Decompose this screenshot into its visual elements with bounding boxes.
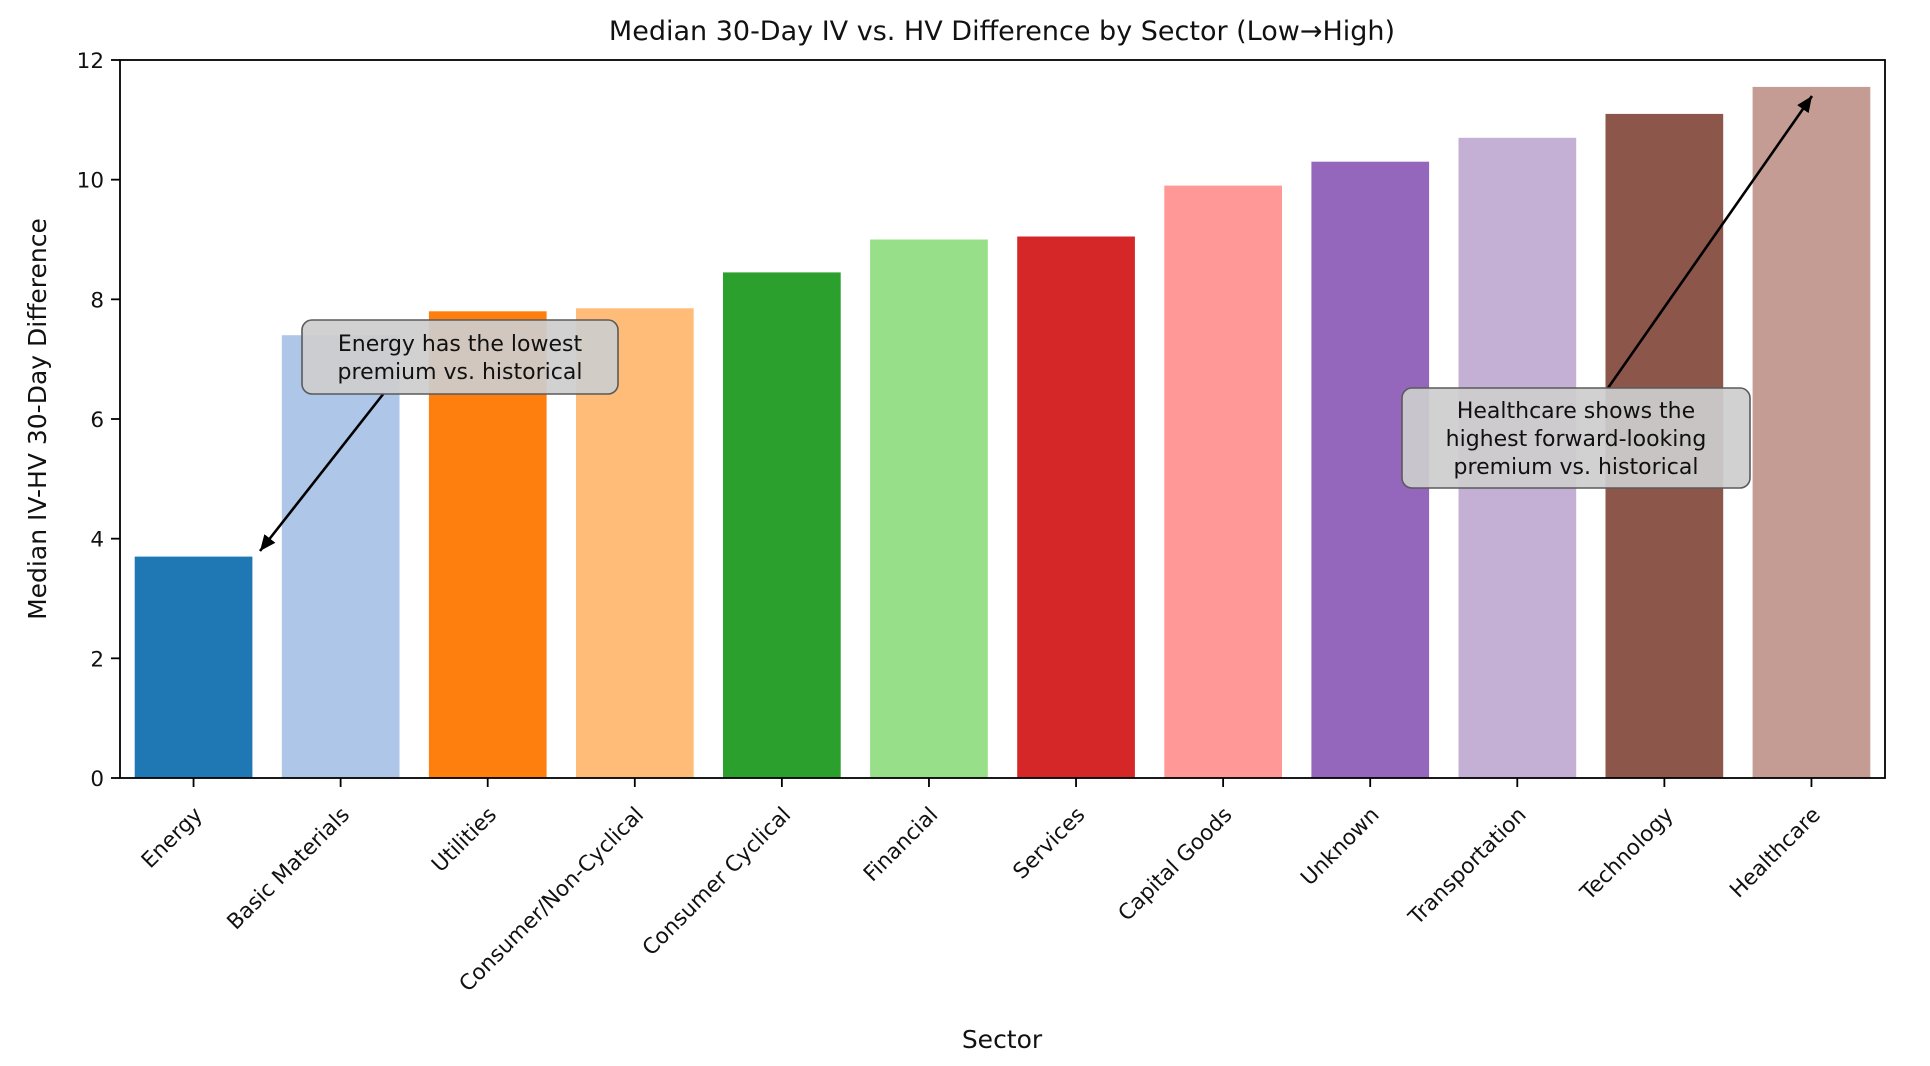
y-tick-label: 12 bbox=[77, 49, 104, 74]
energy-annotation-text-line: Energy has the lowest bbox=[338, 332, 583, 357]
bar-energy bbox=[134, 556, 253, 778]
x-tick-label-consumer-cyclical: Consumer Cyclical bbox=[638, 803, 796, 961]
bar-capital-goods bbox=[1164, 185, 1282, 779]
x-tick-label-capital-goods: Capital Goods bbox=[1114, 803, 1238, 927]
healthcare-annotation-text-line: highest forward-looking bbox=[1446, 427, 1707, 452]
x-axis-label: Sector bbox=[962, 1025, 1043, 1054]
x-tick-label-utilities: Utilities bbox=[427, 803, 502, 878]
bar-basic-materials bbox=[281, 335, 400, 778]
healthcare-annotation-box bbox=[1401, 387, 1751, 489]
energy-annotation-arrow bbox=[258, 392, 386, 552]
bar-financial bbox=[870, 239, 988, 778]
energy-annotation-text-line: premium vs. historical bbox=[338, 360, 583, 385]
y-tick-label: 10 bbox=[77, 169, 104, 194]
y-tick-label: 4 bbox=[90, 528, 104, 553]
chart-title: Median 30-Day IV vs. HV Difference by Se… bbox=[609, 16, 1395, 47]
x-tick-label-energy: Energy bbox=[137, 802, 208, 873]
x-tick-label-basic-materials: Basic Materials bbox=[222, 803, 354, 935]
y-tick-label: 6 bbox=[90, 408, 104, 433]
plot-group: 0 2 4 6 8 10 12 Energy Basic Materials Utilities C… bbox=[77, 49, 1886, 997]
y-tick-label: 0 bbox=[90, 767, 104, 792]
x-tick-label-services: Services bbox=[1008, 803, 1090, 885]
bar-consumer-cyclical bbox=[723, 272, 841, 778]
x-tick-label-transportation: Transportation bbox=[1403, 803, 1531, 931]
x-tick-label-unknown: Unknown bbox=[1296, 803, 1384, 891]
healthcare-annotation-text-line: premium vs. historical bbox=[1454, 455, 1699, 480]
healthcare-annotation-arrow bbox=[1606, 95, 1814, 389]
x-tick-label-financial: Financial bbox=[859, 803, 943, 887]
energy-annotation-box bbox=[301, 319, 619, 395]
y-tick-label: 8 bbox=[90, 288, 104, 313]
y-tick-label: 2 bbox=[90, 647, 104, 672]
healthcare-annotation-text-line: Healthcare shows the bbox=[1457, 399, 1695, 424]
x-tick-label-healthcare: Healthcare bbox=[1725, 803, 1826, 904]
y-axis-label: Median IV-HV 30-Day Difference bbox=[23, 218, 52, 620]
x-tick-label-technology: Technology bbox=[1575, 802, 1679, 906]
bar-services bbox=[1017, 236, 1135, 778]
bar-healthcare bbox=[1752, 86, 1871, 778]
